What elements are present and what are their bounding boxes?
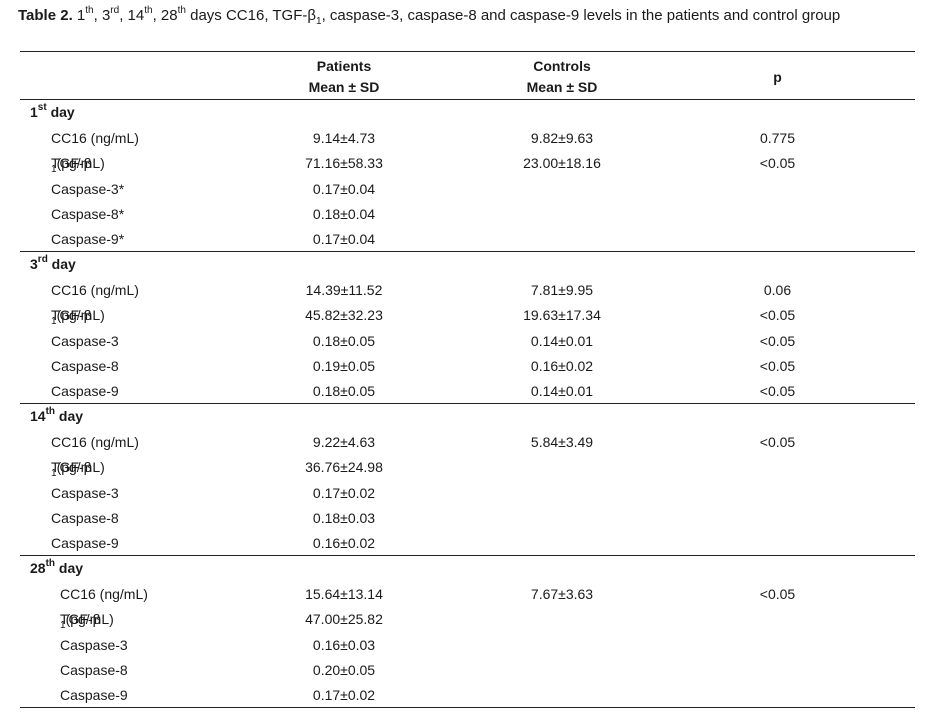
cell-patients: 0.20±0.05 <box>312 661 376 678</box>
table-row: CC16 (ng/mL) 14.39±11.52 7.81±9.95 0.06 <box>20 278 915 303</box>
cell-patients: 0.17±0.04 <box>312 231 376 248</box>
cell-patients: 0.17±0.02 <box>312 687 376 704</box>
cell-patients: 9.14±4.73 <box>312 130 376 146</box>
table-row: Caspase-8* 0.18±0.04 <box>20 202 915 227</box>
section-heading: 3rd day <box>30 254 76 272</box>
cell-patients: 36.76±24.98 <box>305 459 383 476</box>
cell-p: <0.05 <box>759 307 796 324</box>
cell-patients: 47.00±25.82 <box>305 611 383 628</box>
table-row: Caspase-8 0.20±0.05 <box>20 658 915 683</box>
table-row: Caspase-3 0.18±0.05 0.14±0.01 <0.05 <box>20 329 915 354</box>
table-row: CC16 (ng/mL) 15.64±13.14 7.67±3.63 <0.05 <box>20 582 915 607</box>
cell-patients: 9.22±4.63 <box>312 434 376 450</box>
table-row: Caspase-9 0.16±0.02 <box>20 531 915 556</box>
table-row: TGF-β 1 (pg/mL) 45.82±32.23 19.63±17.34 <0.0… <box>20 303 915 328</box>
section-heading: 14th day <box>30 406 84 424</box>
table-row: CC16 (ng/mL) 9.22±4.63 5.84±3.49 <0.05 <box>20 430 915 455</box>
cell-controls: 0.14±0.01 <box>530 383 594 400</box>
cell-patients: 0.16±0.02 <box>312 535 376 552</box>
cell-controls: 23.00±18.16 <box>523 155 601 172</box>
table-row: CC16 (ng/mL) 9.14±4.73 9.82±9.63 0.775 <box>20 126 915 151</box>
cell-patients: 45.82±32.23 <box>305 307 383 324</box>
cell-p: <0.05 <box>759 155 796 172</box>
cell-patients: 0.19±0.05 <box>312 357 376 374</box>
cell-p: <0.05 <box>759 332 796 349</box>
table-row: TGF-β 1 (pg/mL) 71.16±58.33 23.00±18.16 <0.0… <box>20 151 915 176</box>
cell-controls: 7.67±3.63 <box>530 586 594 602</box>
table-row: Caspase-9* 0.17±0.04 <box>20 227 915 252</box>
cell-patients: 71.16±58.33 <box>305 155 383 172</box>
caption-label: Table 2. <box>18 7 73 24</box>
cell-p: <0.05 <box>759 383 796 400</box>
section-divider <box>20 555 915 556</box>
section-heading: 1st day <box>30 102 75 120</box>
cell-patients: 0.17±0.02 <box>312 484 376 501</box>
table-row: Caspase-3 0.17±0.02 <box>20 481 915 506</box>
cell-controls: 0.16±0.02 <box>530 357 594 374</box>
cell-patients: 0.17±0.04 <box>312 180 376 197</box>
cell-p: 0.06 <box>763 282 792 298</box>
row-label: TGF-β 1 (pg/mL) <box>51 155 105 176</box>
cell-patients: 0.18±0.03 <box>312 509 376 526</box>
row-label: TGF-β 1 (pg/mL) <box>51 307 105 328</box>
header-p: p <box>773 69 782 85</box>
cell-p: <0.05 <box>759 357 796 374</box>
cell-controls: 5.84±3.49 <box>530 434 594 450</box>
table-caption: Table 2. 1th, 3rd, 14th, 28th days CC16,… <box>18 5 841 27</box>
table-row: TGF-β 1 (pg/mL) 36.76±24.98 <box>20 455 915 480</box>
table-row: TGF-β 1 (pg/mL) 47.00±25.82 <box>20 607 915 632</box>
table-row: Caspase-9 0.17±0.02 <box>20 683 915 708</box>
table-row: Caspase-8 0.18±0.03 <box>20 506 915 531</box>
row-label: TGF-β 1 (pg/mL) <box>51 459 105 480</box>
cell-p: <0.05 <box>759 434 796 450</box>
row-label: TGF-β 1 (pg/mL) <box>60 611 114 632</box>
table-top-rule <box>20 51 915 52</box>
table-bottom-rule <box>20 707 915 708</box>
table-row: Caspase-8 0.19±0.05 0.16±0.02 <0.05 <box>20 354 915 379</box>
header-bottom-rule <box>20 99 915 100</box>
table-row: Caspase-9 0.18±0.05 0.14±0.01 <0.05 <box>20 379 915 404</box>
cell-controls: 9.82±9.63 <box>530 130 594 146</box>
cell-patients: 0.18±0.04 <box>312 205 376 222</box>
cell-patients: 0.16±0.03 <box>312 636 376 653</box>
cell-p: 0.775 <box>759 130 796 146</box>
cell-controls: 0.14±0.01 <box>530 332 594 349</box>
table-row: Caspase-3 0.16±0.03 <box>20 633 915 658</box>
cell-patients: 15.64±13.14 <box>305 586 383 602</box>
cell-patients: 0.18±0.05 <box>312 383 376 400</box>
section-divider <box>20 251 915 252</box>
header-patients: Patients Mean ± SD <box>308 58 380 95</box>
cell-patients: 0.18±0.05 <box>312 332 376 349</box>
cell-patients: 14.39±11.52 <box>305 282 383 298</box>
section-heading: 28th day <box>30 558 84 576</box>
table-row: Caspase-3* 0.17±0.04 <box>20 177 915 202</box>
cell-p: <0.05 <box>759 586 796 602</box>
section-divider <box>20 403 915 404</box>
cell-controls: 19.63±17.34 <box>523 307 601 324</box>
cell-controls: 7.81±9.95 <box>530 282 594 298</box>
header-controls: Controls Mean ± SD <box>526 58 598 95</box>
